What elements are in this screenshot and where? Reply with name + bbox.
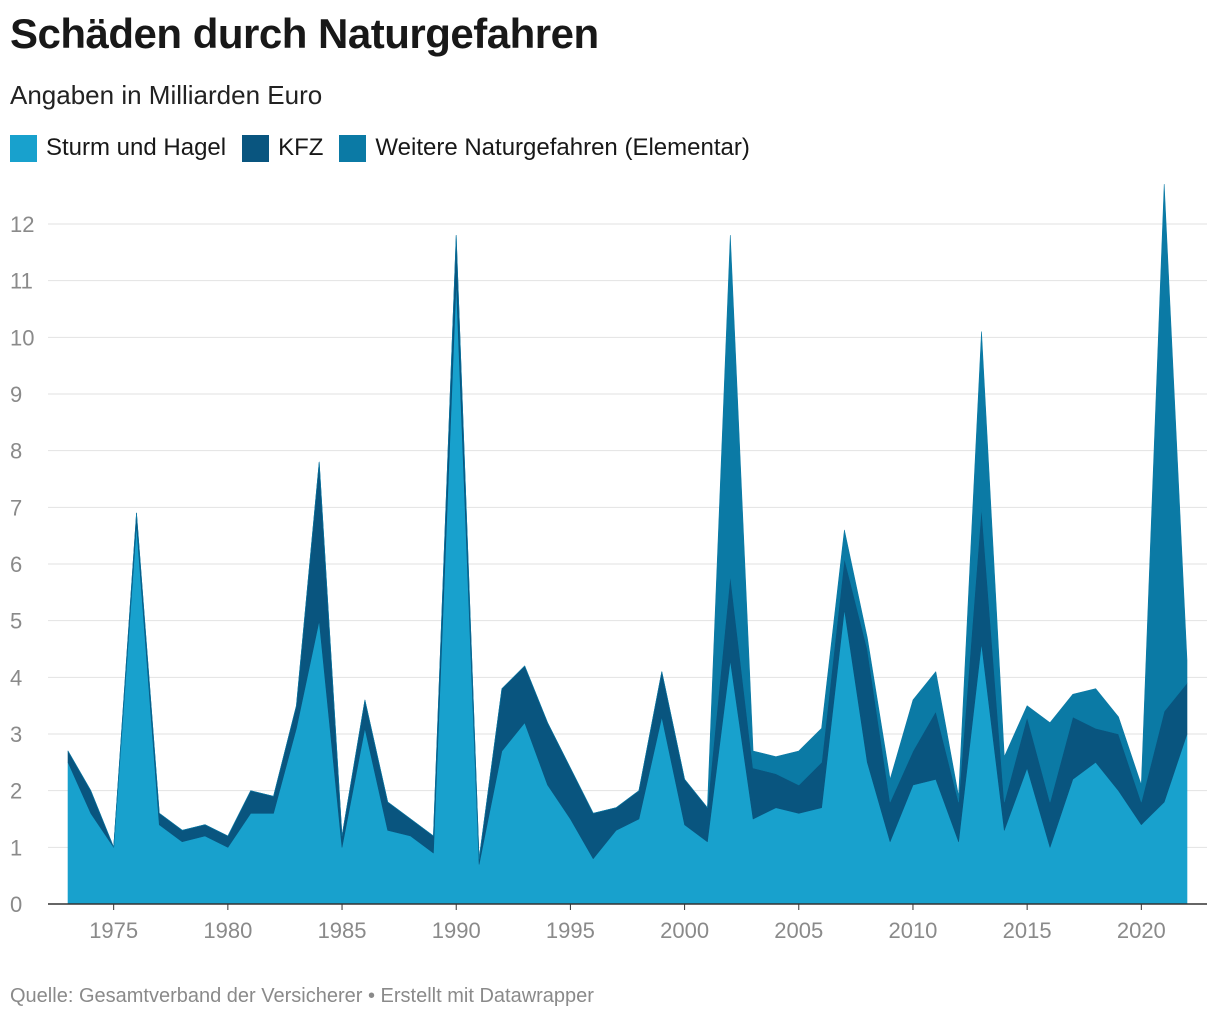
area-series-2 — [67, 184, 1188, 859]
source-label: Quelle: — [10, 985, 74, 1007]
y-tick-label: 9 — [10, 382, 22, 407]
legend-item-elementar: Weitere Naturgefahren (Elementar) — [339, 134, 750, 162]
legend-label: Weitere Naturgefahren (Elementar) — [375, 134, 750, 161]
legend-label: Sturm und Hagel — [46, 134, 227, 161]
source-footer: Quelle: Gesamtverband der Versicherer • … — [10, 985, 594, 1008]
x-tick-label: 2000 — [660, 918, 709, 943]
x-tick-label: 2020 — [1117, 918, 1166, 943]
source-name: Gesamtverband der Versicherer — [78, 985, 363, 1007]
x-tick-label: 1980 — [203, 918, 252, 943]
y-tick-label: 12 — [10, 212, 34, 237]
x-tick-label: 2010 — [888, 918, 937, 943]
area-series — [67, 184, 1188, 905]
y-tick-label: 7 — [10, 495, 22, 520]
legend-item-kfz: KFZ — [242, 134, 323, 162]
credit-text: Erstellt mit Datawrapper — [380, 985, 594, 1007]
legend-label: KFZ — [278, 134, 324, 161]
chart-subtitle: Angaben in Milliarden Euro — [10, 80, 323, 110]
legend-swatch — [242, 134, 270, 162]
y-tick-label: 5 — [10, 609, 22, 634]
legend-item-sturm-und-hagel: Sturm und Hagel — [10, 134, 226, 162]
legend-swatch — [339, 134, 367, 162]
legend-swatch — [10, 134, 37, 162]
y-tick-label: 11 — [10, 269, 33, 294]
y-tick-label: 6 — [10, 552, 22, 577]
y-tick-label: 1 — [10, 835, 22, 860]
y-tick-label: 3 — [10, 722, 22, 747]
x-tick-label: 1990 — [432, 918, 481, 943]
y-tick-label: 2 — [10, 779, 22, 804]
x-tick-label: 1995 — [546, 918, 595, 943]
y-tick-label: 10 — [10, 325, 34, 350]
y-tick-label: 0 — [10, 892, 22, 917]
y-tick-label: 4 — [10, 665, 22, 690]
area-series-1 — [67, 235, 1188, 865]
x-tick-label: 2005 — [774, 918, 823, 943]
y-tick-label: 8 — [10, 439, 22, 464]
grid-lines — [48, 223, 1207, 848]
x-tick-label: 1975 — [89, 918, 138, 943]
footer-separator: • — [367, 985, 375, 1007]
chart-title: Schäden durch Naturgefahren — [10, 10, 599, 57]
x-tick-label: 2015 — [1003, 918, 1052, 943]
legend: Sturm und Hagel KFZ Weitere Naturgefahre… — [10, 134, 766, 162]
x-tick-label: 1985 — [318, 918, 367, 943]
